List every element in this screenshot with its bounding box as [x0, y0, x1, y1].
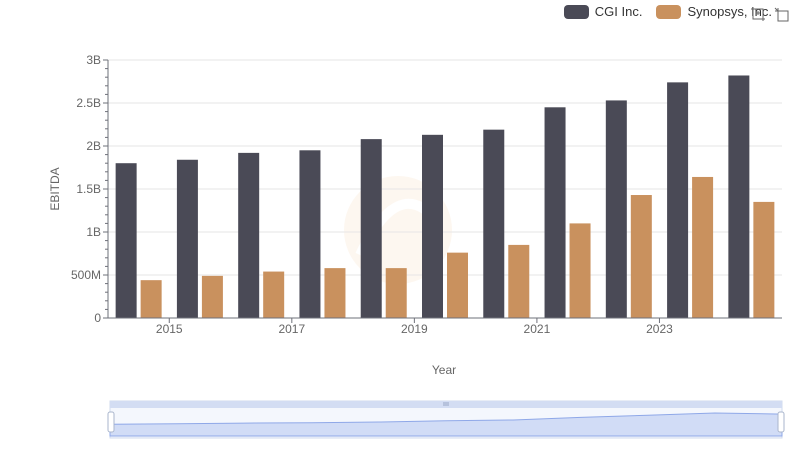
y-axis-label: EBITDA [48, 167, 62, 210]
y-tick-label: 2B [86, 139, 101, 153]
slider-area-preview [109, 412, 783, 437]
x-axis-label: Year [432, 363, 456, 377]
drag-handle-icon[interactable] [443, 402, 449, 406]
legend-swatch [656, 4, 682, 19]
zoom-select-icon[interactable] [750, 6, 766, 22]
bar-synopsys-2019[interactable] [447, 252, 468, 318]
bar-cgi-2014[interactable] [115, 163, 137, 318]
legend-item[interactable]: Synopsys, Inc. [656, 4, 772, 19]
axes: 0 500M 1B 1.5B 2B 2.5B 3B 2015 2017 2019 2021 2023 [71, 53, 782, 336]
y-tick-label: 3B [86, 53, 101, 67]
bar-cgi-2019[interactable] [422, 134, 443, 318]
legend-item[interactable]: CGI Inc. [563, 4, 643, 19]
bar-cgi-2023[interactable] [667, 82, 689, 318]
y-tick-label: 0 [94, 311, 101, 325]
legend-label: Synopsys, Inc. [687, 4, 772, 19]
toolbox [750, 6, 790, 22]
y-tick-label: 1.5B [76, 182, 101, 196]
data-zoom-slider[interactable] [107, 400, 785, 439]
bar-cgi-2021[interactable] [544, 107, 566, 318]
bar-cgi-2024[interactable] [728, 75, 750, 318]
y-tick-label: 500M [71, 268, 101, 282]
bar-cgi-2015[interactable] [176, 159, 198, 318]
bar-synopsys-2022[interactable] [630, 195, 652, 318]
x-tick-label: 2019 [401, 322, 428, 336]
bar-synopsys-2021[interactable] [569, 223, 591, 318]
bar-cgi-2020[interactable] [483, 129, 505, 318]
bar-cgi-2017[interactable] [299, 150, 321, 318]
bar-synopsys-2017[interactable] [324, 268, 346, 318]
y-tick-label: 1B [86, 225, 101, 239]
bar-synopsys-2015[interactable] [201, 275, 223, 318]
bar-synopsys-2014[interactable] [140, 280, 162, 318]
x-tick-label: 2017 [278, 322, 305, 336]
bar-synopsys-2016[interactable] [263, 271, 285, 318]
chart-legend: CGI Inc. Synopsys, Inc. [563, 4, 772, 19]
legend-swatch [563, 4, 589, 19]
bar-cgi-2018[interactable] [360, 139, 382, 318]
bars [115, 75, 775, 318]
zoom-reset-icon[interactable] [774, 6, 790, 22]
x-tick-label: 2021 [524, 322, 551, 336]
bar-cgi-2022[interactable] [605, 100, 627, 318]
y-tick-label: 2.5B [76, 96, 101, 110]
bar-cgi-2016[interactable] [238, 152, 260, 318]
slider-handle-right[interactable] [777, 411, 785, 433]
bar-synopsys-2024[interactable] [753, 201, 775, 318]
bar-synopsys-2020[interactable] [508, 244, 530, 318]
x-tick-label: 2015 [156, 322, 183, 336]
legend-label: CGI Inc. [594, 4, 643, 19]
bar-synopsys-2023[interactable] [692, 176, 714, 318]
slider-handle-left[interactable] [107, 411, 115, 433]
x-tick-label: 2023 [646, 322, 673, 336]
bar-synopsys-2018[interactable] [385, 268, 407, 318]
